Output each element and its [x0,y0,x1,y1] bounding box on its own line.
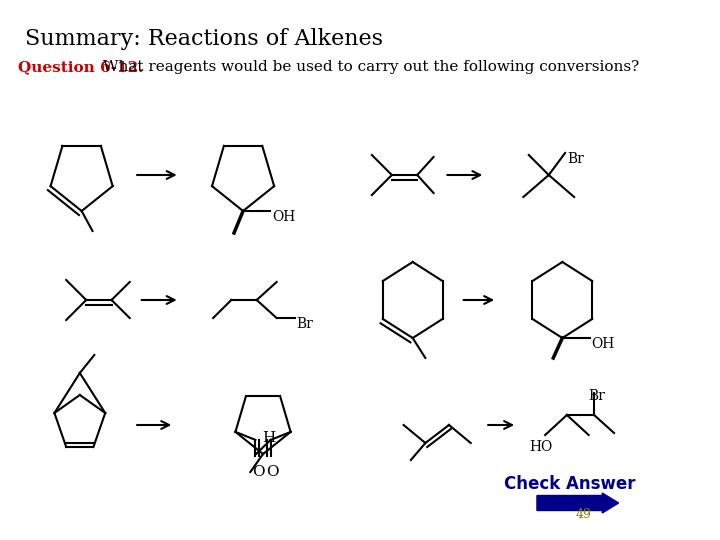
Text: O: O [266,465,279,479]
Text: O: O [252,465,264,479]
FancyArrow shape [537,493,618,513]
Text: Br: Br [567,152,584,166]
Text: 49: 49 [576,508,592,521]
Text: OH: OH [591,337,615,351]
Text: Br: Br [297,317,313,331]
Text: OH: OH [272,210,295,224]
Text: Question 6-12.: Question 6-12. [18,60,144,74]
Text: Br: Br [589,389,606,403]
Text: What reagents would be used to carry out the following conversions?: What reagents would be used to carry out… [98,60,639,74]
Text: Summary: Reactions of Alkenes: Summary: Reactions of Alkenes [25,28,383,50]
Text: HO: HO [528,440,552,454]
Text: Check Answer: Check Answer [504,475,635,493]
Text: H: H [263,431,276,445]
